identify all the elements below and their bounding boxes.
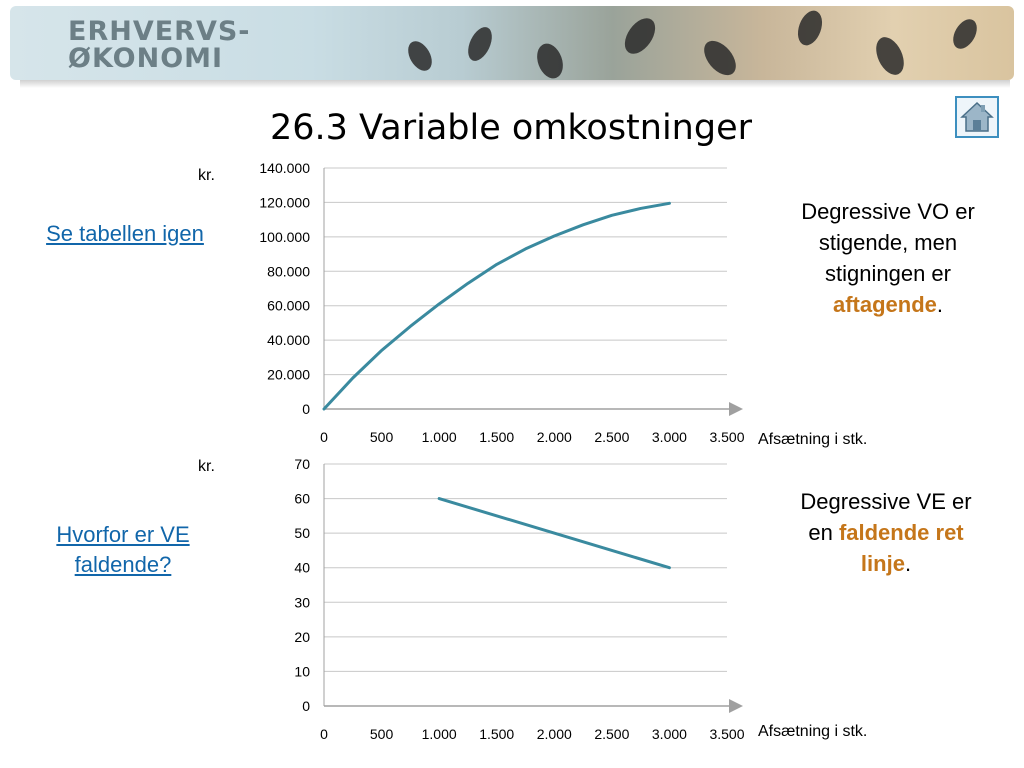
home-icon xyxy=(960,101,994,132)
vo-chart-y-tick-label: 0 xyxy=(302,401,310,417)
logo-line-2: ØKONOMI xyxy=(68,43,224,74)
chart2-xlabel: Afsætning i stk. xyxy=(758,723,868,740)
vo-chart-x-tick-label: 1.000 xyxy=(422,429,457,445)
ve-chart-x-tick-label: 1.500 xyxy=(479,726,514,742)
ve-chart-x-tick-label: 0 xyxy=(320,726,328,742)
chart2-ylabel: kr. xyxy=(198,458,215,475)
vo-chart-x-tick-label: 0 xyxy=(320,429,328,445)
ve-chart-y-tick-label: 0 xyxy=(302,698,310,714)
ve-note-text: Degressive VE er en xyxy=(800,489,972,545)
header-banner: ERHVERVS- ØKONOMI xyxy=(10,6,1014,80)
vo-chart-x-tick-label: 3.500 xyxy=(709,429,744,445)
vo-chart-y-tick-label: 100.000 xyxy=(259,229,310,245)
vo-note: Degressive VO er stigende, men stigninge… xyxy=(778,196,998,320)
ve-note-highlight: faldende ret linje xyxy=(838,520,964,576)
vo-chart-x-tick-label: 3.000 xyxy=(652,429,687,445)
ve-chart-x-tick-label: 2.000 xyxy=(537,726,572,742)
ve-chart-y-tick-label: 50 xyxy=(294,525,310,541)
ve-chart-y-tick-label: 30 xyxy=(294,594,310,610)
table-link[interactable]: Se tabellen igen xyxy=(46,221,204,246)
logo: ERHVERVS- ØKONOMI xyxy=(68,18,251,72)
ve-chart-y-tick-label: 40 xyxy=(294,560,310,576)
vo-chart-y-tick-label: 80.000 xyxy=(267,263,310,279)
vo-chart-x-tick-label: 1.500 xyxy=(479,429,514,445)
ve-chart-y-tick-label: 20 xyxy=(294,629,310,645)
vo-chart-y-tick-label: 140.000 xyxy=(259,160,310,176)
vo-chart-y-tick-label: 120.000 xyxy=(259,194,310,210)
vo-note-text: Degressive VO er stigende, men stigninge… xyxy=(801,199,975,286)
vo-chart-x-tick-label: 2.000 xyxy=(537,429,572,445)
vo-chart-series-line xyxy=(322,201,671,411)
why-ve-falling-link[interactable]: Hvorfor er VE faldende? xyxy=(56,522,190,577)
ve-chart-x-tick-label: 3.500 xyxy=(709,726,744,742)
vo-note-end: . xyxy=(936,292,944,317)
ve-chart-y-tick-label: 70 xyxy=(294,456,310,472)
vo-note-highlight: aftagende xyxy=(832,292,937,317)
ve-note-end: . xyxy=(904,551,912,576)
logo-line-1: ERHVERVS- xyxy=(68,16,251,47)
slide-title: 26.3 Variable omkostninger xyxy=(269,108,753,148)
ve-chart-x-tick-label: 1.000 xyxy=(422,726,457,742)
vo-chart-y-tick-label: 40.000 xyxy=(267,332,310,348)
home-button[interactable] xyxy=(955,96,999,138)
footprints-decoration xyxy=(408,10,977,79)
ve-chart-y-tick-label: 60 xyxy=(294,491,310,507)
ve-chart-x-tick-label: 500 xyxy=(370,726,394,742)
ve-note: Degressive VE er en faldende ret linje. xyxy=(786,486,986,579)
vo-chart-y-tick-label: 60.000 xyxy=(267,298,310,314)
chart1-xlabel: Afsætning i stk. xyxy=(758,431,868,448)
vo-chart-x-tick-label: 500 xyxy=(370,429,394,445)
vo-chart-x-tick-label: 2.500 xyxy=(594,429,629,445)
vo-chart-y-tick-label: 20.000 xyxy=(267,367,310,383)
banner-shadow xyxy=(20,80,1010,88)
chart1-ylabel: kr. xyxy=(198,167,215,184)
ve-chart-series-line xyxy=(437,497,671,570)
ve-chart-x-tick-label: 3.000 xyxy=(652,726,687,742)
ve-chart-x-tick-label: 2.500 xyxy=(594,726,629,742)
ve-chart-y-tick-label: 10 xyxy=(294,663,310,679)
vo-chart-x-axis-arrow xyxy=(729,402,743,416)
ve-chart-x-axis-arrow xyxy=(729,699,743,713)
